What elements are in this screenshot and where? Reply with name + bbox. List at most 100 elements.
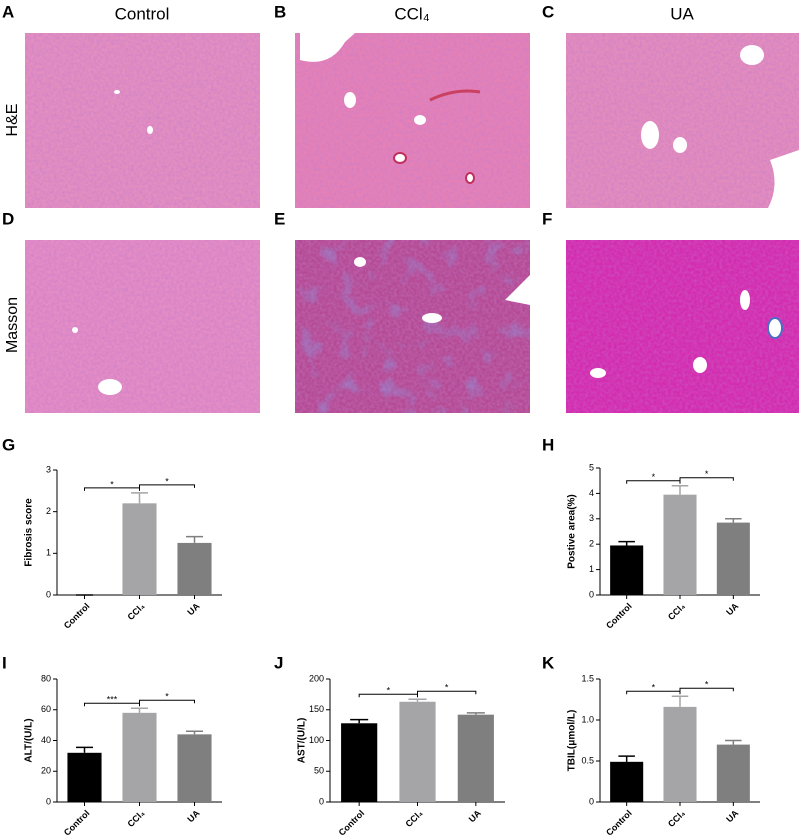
significance-label: *: [445, 683, 449, 693]
panel-letter: B: [274, 2, 286, 21]
error-bar: [408, 698, 427, 702]
fibrosis: [295, 240, 530, 413]
y-tick-label: 3: [46, 464, 51, 474]
y-tick-label: 2: [589, 539, 594, 549]
bar: [67, 752, 102, 802]
y-tick-label: 1: [589, 564, 594, 574]
significance-bracket: [358, 693, 418, 698]
panel-letter: C: [542, 2, 554, 21]
vessel: [590, 368, 606, 378]
vessel: [300, 33, 355, 62]
x-tick-label: CCl₄: [404, 808, 425, 829]
vessel: [767, 317, 783, 339]
error-bar: [130, 707, 149, 713]
panel-letter: I: [2, 653, 7, 672]
significance-label: *: [652, 683, 656, 693]
panel-letter: J: [274, 653, 283, 672]
error-bar: [671, 695, 689, 707]
error-bar: [671, 485, 689, 495]
significance-bracket: [626, 690, 681, 695]
y-tick-label: 5: [589, 462, 594, 472]
significance-bracket: [84, 487, 140, 491]
vessel: [693, 357, 707, 373]
y-tick-label: 1.0: [581, 714, 594, 724]
significance-label: *: [165, 692, 169, 702]
error-bar: [725, 739, 742, 745]
y-tick-label: 3: [589, 513, 594, 523]
significance-label: *: [705, 469, 709, 479]
y-tick-label: 1: [46, 548, 51, 558]
texture: [566, 33, 799, 208]
bar: [716, 522, 750, 595]
bar: [177, 542, 212, 595]
x-tick-label: CCl₄: [126, 601, 147, 622]
significance-label: *: [387, 686, 391, 696]
y-tick-label: 80: [41, 673, 51, 683]
y-tick-label: 4: [589, 488, 594, 498]
significance-bracket: [139, 699, 195, 704]
error-bar: [130, 492, 149, 504]
bar: [610, 545, 644, 595]
texture: [25, 240, 260, 413]
y-axis-label: TBIL(μmol/L): [567, 710, 578, 772]
error-bar: [618, 540, 635, 546]
panel-letter: A: [2, 2, 14, 21]
bar: [457, 714, 494, 802]
vessel: [114, 90, 120, 94]
x-tick-label: UA: [724, 808, 741, 825]
y-tick-label: 150: [309, 704, 324, 714]
x-tick-label: Control: [604, 808, 634, 838]
x-tick-label: Control: [62, 601, 92, 631]
bar: [177, 734, 212, 802]
significance-bracket: [626, 480, 681, 484]
vessel: [422, 313, 442, 323]
x-tick-label: Control: [62, 808, 92, 838]
significance-label: ***: [107, 695, 118, 705]
y-axis-label: ALT/(U/L): [24, 718, 35, 762]
bar: [663, 494, 697, 595]
y-tick-label: 200: [309, 673, 324, 683]
vessel: [98, 379, 122, 395]
bar: [610, 761, 644, 802]
y-tick-label: 2: [46, 506, 51, 516]
y-tick-label: 0: [589, 589, 594, 599]
x-tick-label: UA: [185, 601, 202, 618]
significance-label: *: [652, 472, 656, 482]
bar: [122, 503, 157, 595]
vessel: [673, 137, 687, 153]
bar: [716, 744, 750, 802]
vessel: [740, 290, 750, 310]
bar: [399, 701, 436, 802]
panel-letter: G: [2, 435, 15, 454]
y-tick-label: 40: [41, 735, 51, 745]
vessel: [414, 115, 426, 125]
x-tick-label: UA: [467, 808, 484, 825]
x-tick-label: UA: [185, 808, 202, 825]
significance-bracket: [417, 690, 477, 695]
significance-label: *: [110, 479, 114, 489]
x-tick-label: Control: [337, 808, 367, 838]
error-bar: [725, 518, 742, 523]
significance-label: *: [165, 476, 169, 486]
panel-letter: E: [274, 209, 285, 228]
y-tick-label: 20: [41, 766, 51, 776]
y-axis-label: AST/(U/L): [297, 718, 308, 764]
vessel: [505, 275, 530, 305]
histology: [25, 33, 799, 413]
error-bar: [618, 755, 635, 762]
y-tick-label: 0: [589, 796, 594, 806]
column-title: UA: [670, 4, 694, 23]
vessel: [429, 89, 481, 102]
vessel: [641, 121, 659, 149]
x-tick-label: Control: [604, 601, 634, 631]
vessel: [740, 45, 764, 65]
vessel: [72, 327, 78, 333]
panel-letter: K: [542, 653, 555, 672]
y-tick-label: 100: [309, 735, 324, 745]
y-tick-label: 1.5: [581, 673, 594, 683]
bar: [663, 706, 697, 802]
texture: [566, 240, 799, 413]
panel-letter: F: [542, 209, 552, 228]
y-axis-label: Postive area(%): [567, 494, 578, 568]
texture: [295, 33, 530, 208]
